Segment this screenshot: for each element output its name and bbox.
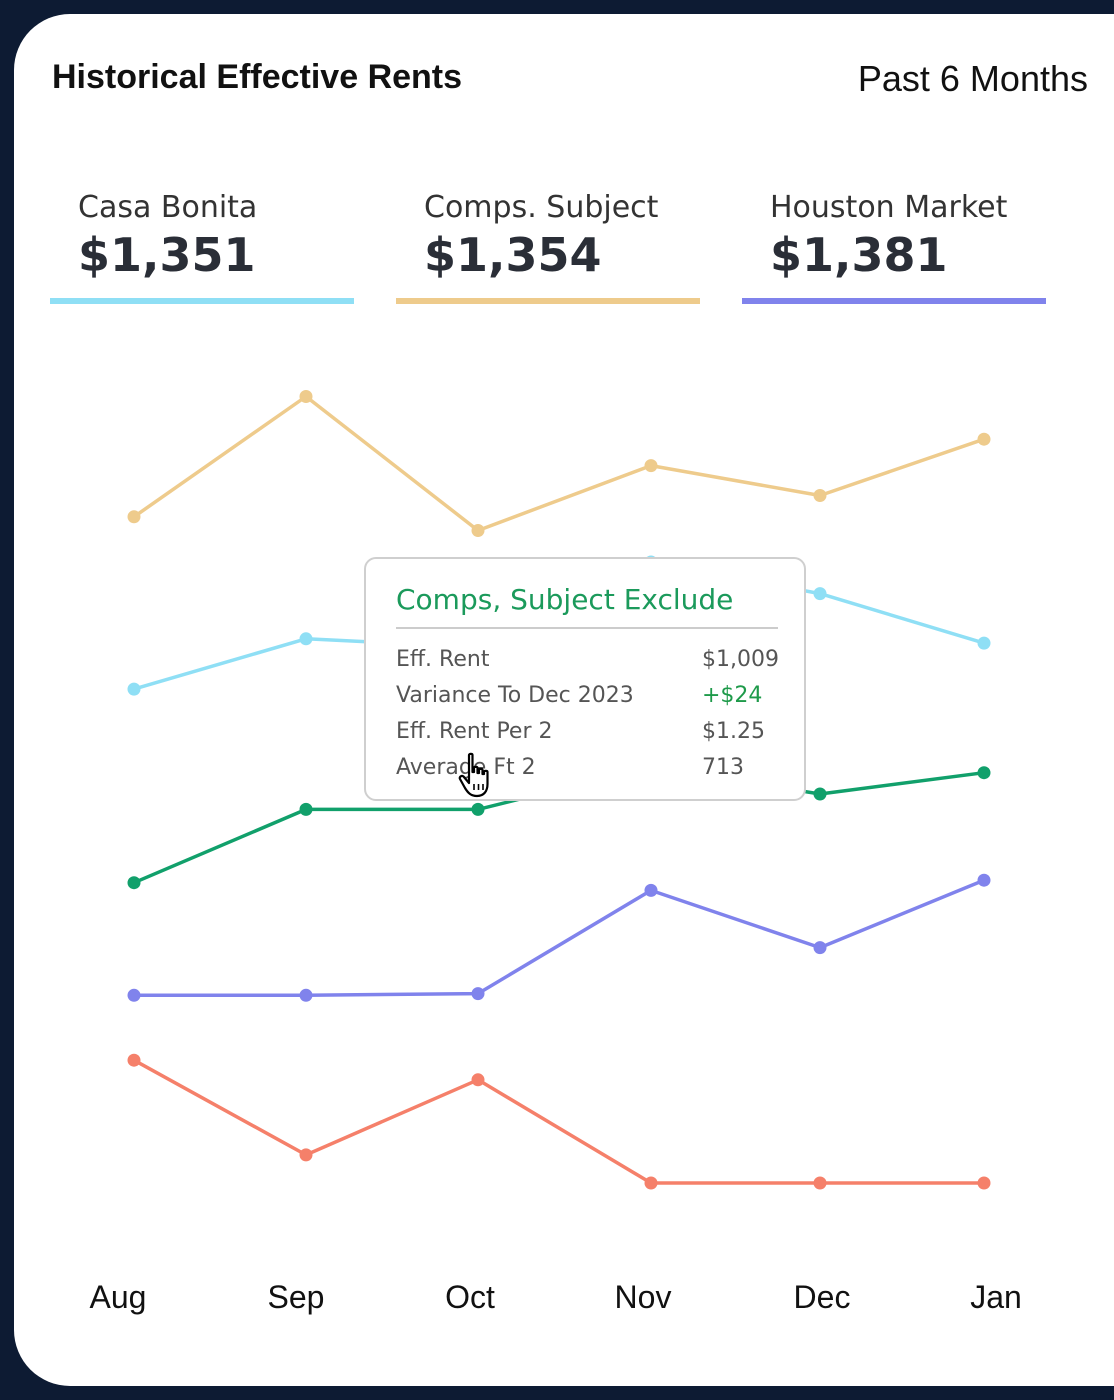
hand-pointer-icon: [458, 752, 489, 798]
tooltip-row-value: $1.25: [702, 719, 765, 744]
data-point[interactable]: [977, 766, 991, 780]
data-point[interactable]: [644, 1176, 658, 1190]
tooltip-row-value: 713: [702, 755, 744, 780]
x-tick-label: Oct: [445, 1279, 495, 1315]
series-line-4: [133, 1058, 984, 1185]
data-point[interactable]: [299, 802, 313, 816]
data-point[interactable]: [471, 1073, 485, 1087]
data-point[interactable]: [127, 876, 141, 890]
stat-value: $1,351: [78, 228, 256, 282]
tooltip-row-label: Average Ft 2: [396, 755, 536, 780]
stat-houston-market[interactable]: Houston Market $1,381: [742, 190, 1046, 304]
period-selector[interactable]: Past 6 Months: [857, 58, 1088, 99]
card-title: Historical Effective Rents: [52, 58, 463, 96]
tooltip-row-label: Eff. Rent: [396, 647, 490, 672]
stat-comps-subject[interactable]: Comps. Subject $1,354: [396, 190, 700, 304]
stat-value: $1,381: [770, 228, 948, 282]
data-point[interactable]: [813, 489, 827, 502]
tooltip-row: Eff. Rent $1,009: [396, 647, 779, 677]
data-point[interactable]: [471, 524, 485, 537]
data-point[interactable]: [644, 883, 658, 897]
data-point[interactable]: [127, 1053, 141, 1067]
data-point[interactable]: [977, 636, 991, 650]
data-point[interactable]: [471, 987, 485, 1001]
series-line-0: [132, 394, 985, 533]
data-point[interactable]: [977, 873, 991, 887]
x-tick-label: Jan: [970, 1279, 1022, 1315]
x-tick-label: Sep: [268, 1279, 325, 1315]
data-point[interactable]: [644, 459, 658, 473]
tooltip-row-value: $1,009: [702, 647, 779, 672]
chart-tooltip: Comps, Subject Exclude Eff. Rent $1,009 …: [364, 557, 806, 801]
stat-casa-bonita[interactable]: Casa Bonita $1,351: [50, 190, 354, 304]
data-point[interactable]: [299, 1148, 313, 1162]
data-point[interactable]: [471, 802, 485, 816]
data-point[interactable]: [977, 1176, 991, 1190]
stat-color-bar: [396, 298, 700, 304]
stat-label: Comps. Subject: [424, 190, 659, 225]
data-point[interactable]: [299, 632, 313, 646]
data-point[interactable]: [813, 787, 827, 801]
data-point[interactable]: [127, 510, 141, 524]
tooltip-row-label: Variance To Dec 2023: [396, 683, 634, 708]
data-point[interactable]: [813, 941, 827, 955]
data-point[interactable]: [127, 682, 141, 696]
data-point[interactable]: [127, 988, 141, 1002]
x-tick-label: Aug: [90, 1279, 147, 1315]
stat-color-bar: [742, 298, 1046, 304]
data-point[interactable]: [299, 988, 313, 1002]
stat-label: Houston Market: [770, 190, 1008, 225]
data-point[interactable]: [299, 390, 313, 403]
stat-value: $1,354: [424, 228, 602, 282]
x-tick-label: Nov: [615, 1279, 672, 1315]
tooltip-row: Eff. Rent Per 2 $1.25: [396, 719, 776, 749]
tooltip-divider: [396, 627, 778, 629]
tooltip-row: Average Ft 2 713: [396, 755, 776, 785]
data-point[interactable]: [813, 1176, 827, 1190]
series-line-3: [134, 878, 985, 998]
tooltip-row-label: Eff. Rent Per 2: [396, 719, 553, 744]
stat-label: Casa Bonita: [78, 190, 258, 225]
data-point[interactable]: [977, 432, 991, 446]
x-tick-label: Dec: [794, 1279, 851, 1315]
tooltip-row-value: +$24: [702, 683, 763, 708]
tooltip-title: Comps, Subject Exclude: [396, 583, 734, 616]
tooltip-row: Variance To Dec 2023 +$24: [396, 683, 776, 713]
data-point[interactable]: [813, 587, 827, 601]
stat-color-bar: [50, 298, 354, 304]
